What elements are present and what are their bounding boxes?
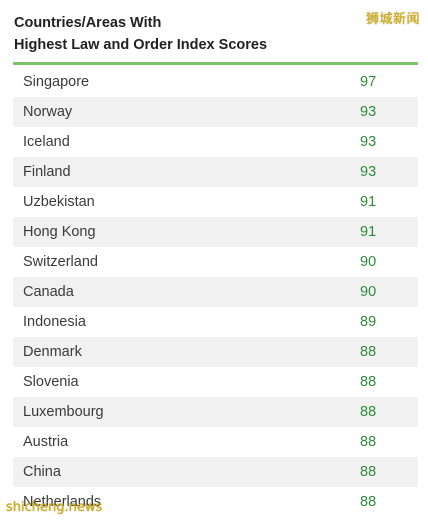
- score-value: 93: [360, 164, 408, 180]
- table-row: Singapore 97: [13, 67, 418, 97]
- score-value: 88: [360, 404, 408, 420]
- title-line-1: Countries/Areas With: [14, 12, 267, 34]
- table-row: Austria 88: [13, 427, 418, 457]
- country-name: Uzbekistan: [23, 194, 95, 210]
- country-name: Finland: [23, 164, 71, 180]
- score-value: 91: [360, 194, 408, 210]
- score-value: 88: [360, 464, 408, 480]
- score-value: 97: [360, 74, 408, 90]
- score-value: 91: [360, 224, 408, 240]
- table-row: Slovenia 88: [13, 367, 418, 397]
- score-value: 90: [360, 254, 408, 270]
- watermark-top: 狮城新闻: [366, 8, 420, 27]
- country-name: Norway: [23, 104, 72, 120]
- score-value: 93: [360, 134, 408, 150]
- country-name: Hong Kong: [23, 224, 96, 240]
- table-row: Switzerland 90: [13, 247, 418, 277]
- table-row: Iceland 93: [13, 127, 418, 157]
- score-value: 88: [360, 344, 408, 360]
- country-name: Indonesia: [23, 314, 86, 330]
- score-value: 93: [360, 104, 408, 120]
- country-name: Luxembourg: [23, 404, 104, 420]
- country-name: Switzerland: [23, 254, 98, 270]
- table-row: Canada 90: [13, 277, 418, 307]
- table-row: Finland 93: [13, 157, 418, 187]
- score-value: 89: [360, 314, 408, 330]
- score-value: 88: [360, 374, 408, 390]
- score-value: 90: [360, 284, 408, 300]
- country-name: Singapore: [23, 74, 89, 90]
- table-row: Denmark 88: [13, 337, 418, 367]
- table-row: Hong Kong 91: [13, 217, 418, 247]
- table-row: Norway 93: [13, 97, 418, 127]
- country-name: China: [23, 464, 61, 480]
- country-name: Denmark: [23, 344, 82, 360]
- title-line-2: Highest Law and Order Index Scores: [14, 34, 267, 56]
- country-name: Canada: [23, 284, 74, 300]
- country-name: Slovenia: [23, 374, 79, 390]
- country-name: Iceland: [23, 134, 70, 150]
- score-value: 88: [360, 494, 408, 510]
- watermark-bottom: shicheng.news: [6, 500, 102, 515]
- score-value: 88: [360, 434, 408, 450]
- country-name: Austria: [23, 434, 68, 450]
- table-title: Countries/Areas With Highest Law and Ord…: [14, 12, 267, 56]
- scores-table: Singapore 97 Norway 93 Iceland 93 Finlan…: [13, 67, 418, 517]
- table-row: Luxembourg 88: [13, 397, 418, 427]
- table-row: Indonesia 89: [13, 307, 418, 337]
- table-row: China 88: [13, 457, 418, 487]
- table-row: Uzbekistan 91: [13, 187, 418, 217]
- header-rule: [13, 62, 418, 65]
